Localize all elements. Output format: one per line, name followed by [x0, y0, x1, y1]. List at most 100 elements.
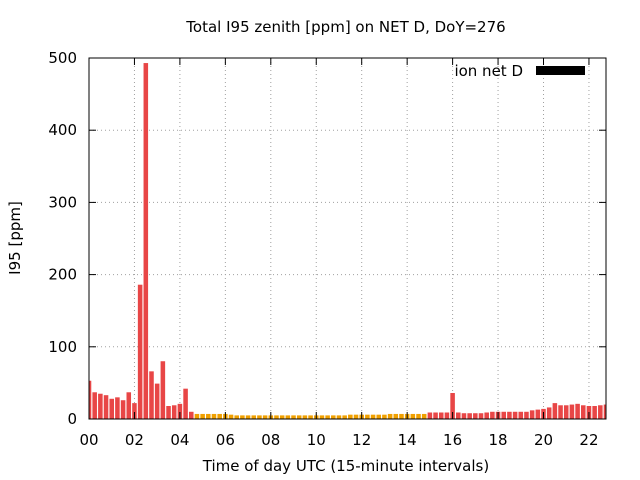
x-axis: 00 02 04 06 08 10 12 14 16 18 20 22	[79, 58, 599, 449]
bar	[387, 413, 393, 419]
bar	[319, 415, 325, 419]
bar	[149, 371, 154, 419]
bar	[456, 412, 461, 419]
y-tick-label: 500	[48, 49, 77, 67]
bar	[240, 415, 245, 419]
bar	[115, 397, 120, 419]
bar	[507, 411, 512, 419]
x-tick-label: 18	[489, 431, 508, 449]
bar	[92, 392, 97, 419]
bar	[228, 414, 234, 419]
bar	[194, 413, 200, 419]
bar	[166, 406, 171, 419]
bar	[598, 405, 603, 419]
bar	[438, 412, 444, 419]
bar	[160, 361, 166, 419]
x-tick-label: 04	[170, 431, 189, 449]
bar	[484, 412, 489, 419]
y-tick-label: 0	[67, 410, 77, 428]
bar	[399, 413, 404, 419]
bar	[296, 415, 302, 419]
bar	[245, 415, 251, 419]
bar	[132, 403, 137, 419]
legend-label: ion net D	[454, 62, 523, 80]
bar	[444, 412, 450, 419]
bar	[285, 415, 291, 419]
bar	[331, 415, 336, 419]
bar	[291, 415, 296, 419]
bar	[467, 413, 472, 419]
bar	[89, 380, 92, 419]
bar	[416, 413, 421, 419]
y-axis: 0 100 200 300 400 500	[48, 49, 606, 428]
bar	[206, 413, 211, 419]
y-tick-label: 400	[48, 121, 77, 139]
bar	[348, 414, 353, 419]
bar	[575, 403, 580, 419]
bar	[501, 411, 507, 419]
bar	[262, 415, 268, 419]
y-tick-label: 200	[48, 266, 77, 284]
x-tick-label: 10	[307, 431, 326, 449]
bar	[137, 284, 143, 419]
chart-title: Total I95 zenith [ppm] on NET D, DoY=276	[185, 18, 505, 36]
bar	[546, 407, 552, 419]
bar	[308, 415, 313, 419]
bar	[154, 383, 160, 419]
x-tick-label: 08	[261, 431, 280, 449]
bar	[427, 412, 433, 419]
bar	[302, 415, 308, 419]
bar	[478, 413, 484, 419]
grid-lines	[89, 58, 606, 419]
bar	[552, 403, 558, 419]
bar	[188, 411, 194, 419]
bar	[535, 409, 541, 419]
x-tick-label: 16	[443, 431, 462, 449]
bar	[433, 412, 438, 419]
bar	[274, 415, 279, 419]
bar	[393, 413, 399, 419]
bar	[126, 392, 132, 419]
x-tick-label: 14	[398, 431, 417, 449]
bar	[569, 404, 575, 419]
bar	[410, 413, 416, 419]
bar	[365, 414, 370, 419]
bar	[524, 411, 529, 419]
bar	[177, 403, 183, 419]
x-tick-label: 00	[79, 431, 98, 449]
bar	[120, 400, 126, 419]
bar	[257, 415, 262, 419]
bar	[518, 411, 524, 419]
bar	[234, 415, 239, 419]
plot-frame	[88, 57, 607, 420]
bar	[211, 413, 217, 419]
x-tick-label: 12	[352, 431, 371, 449]
bar	[461, 413, 467, 419]
bar	[558, 405, 563, 419]
legend-swatch	[536, 66, 585, 75]
y-tick-label: 100	[48, 338, 77, 356]
bar	[200, 413, 205, 419]
bar	[217, 413, 222, 419]
bar	[581, 405, 586, 419]
bar	[103, 395, 109, 419]
bar	[563, 405, 569, 419]
bar	[450, 393, 455, 419]
bar	[603, 404, 606, 419]
bar	[98, 393, 103, 419]
x-axis-label: Time of day UTC (15-minute intervals)	[202, 457, 489, 475]
bar	[512, 411, 518, 419]
x-tick-label: 02	[125, 431, 144, 449]
bar	[376, 414, 382, 419]
bar	[353, 414, 359, 419]
bar	[251, 415, 257, 419]
x-tick-label: 22	[579, 431, 598, 449]
bar	[529, 410, 535, 419]
bar	[183, 388, 188, 419]
bar	[336, 415, 342, 419]
x-tick-label: 20	[534, 431, 553, 449]
bar	[143, 63, 149, 419]
legend: ion net D	[454, 62, 585, 80]
y-axis-label: I95 [ppm]	[6, 201, 24, 275]
